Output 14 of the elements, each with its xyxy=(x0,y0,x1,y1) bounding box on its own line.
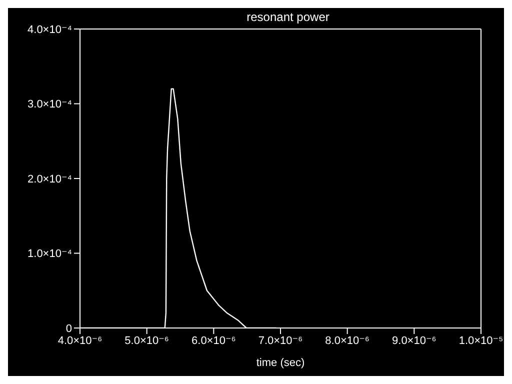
x-tick-label: 6.0×10⁻⁶ xyxy=(192,334,236,347)
x-tick-label: 7.0×10⁻⁶ xyxy=(258,334,303,347)
y-tick-label: 3.0×10⁻⁴ xyxy=(28,98,72,111)
x-tick-label: 8.0×10⁻⁶ xyxy=(325,334,370,347)
x-tick-label: 1.0×10⁻⁵ xyxy=(458,334,504,347)
x-tick-label: 4.0×10⁻⁶ xyxy=(58,334,102,347)
y-tick-label: 1.0×10⁻⁴ xyxy=(28,248,72,260)
x-tick-label: 9.0×10⁻⁶ xyxy=(392,334,436,347)
y-tick-label: 0 xyxy=(66,322,72,335)
y-tick-label: 2.0×10⁻⁴ xyxy=(28,173,72,186)
x-axis-title: time (sec) xyxy=(256,357,305,369)
chart-title: resonant power xyxy=(246,10,330,24)
x-tick-label: 5.0×10⁻⁶ xyxy=(124,334,169,347)
y-tick-label: 4.0×10⁻⁴ xyxy=(28,24,72,36)
